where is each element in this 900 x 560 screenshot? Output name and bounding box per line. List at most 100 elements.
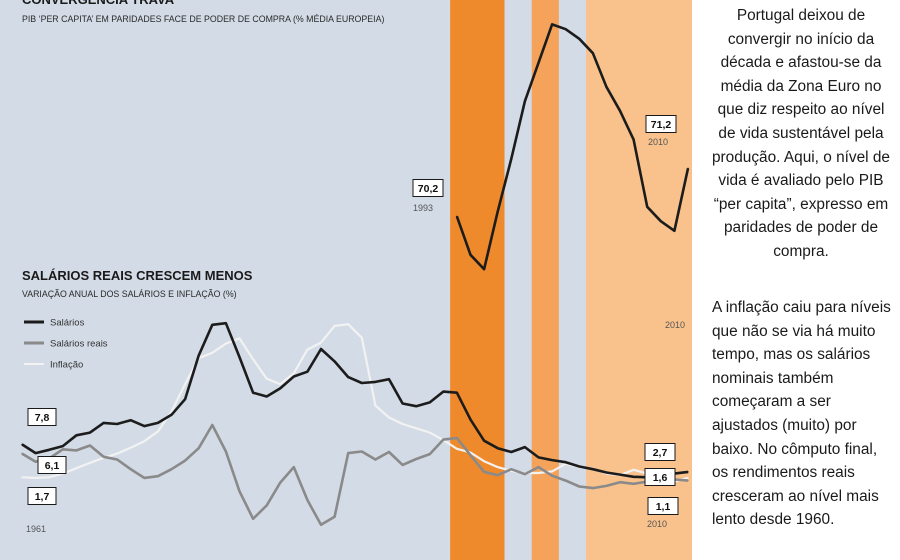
salarios-point-2005 <box>619 473 621 476</box>
pib-point-2002 <box>578 38 581 40</box>
salarios-point-1975 <box>211 324 213 326</box>
pib-point-2009 <box>673 230 676 232</box>
pib-point-2008 <box>660 220 662 222</box>
inflacao-point-1971 <box>157 430 159 433</box>
inflacao-point-1985 <box>347 323 349 325</box>
highlight-band-2 <box>531 0 559 560</box>
pib-chart-subtitle: PIB ‘PER CAPITA’ EM PARIDADES FACE DE PO… <box>22 14 384 24</box>
pib-year-start: 1993 <box>413 203 433 213</box>
salarios-reais-point-1980 <box>279 482 281 484</box>
salarios-reais-point-1964 <box>62 448 64 450</box>
inflacao-point-1975 <box>211 352 213 354</box>
salarios-reais-point-1969 <box>130 468 132 470</box>
inflacao-point-1993 <box>456 448 458 450</box>
salarios-reais-point-1977 <box>238 490 241 492</box>
wages-chart-subtitle: VARIAÇÃO ANUAL DOS SALÁRIOS E INFLAÇÃO (… <box>22 289 237 299</box>
band-year-label: 2010 <box>665 320 685 330</box>
salarios-point-1991 <box>429 401 431 404</box>
text-paragraph-convergence: Portugal deixou de convergir no início d… <box>712 7 890 260</box>
inflacao-point-1966 <box>89 462 91 464</box>
pib-point-1996 <box>496 210 499 213</box>
salarios-reais-point-1987 <box>374 458 377 461</box>
salarios-reais-point-1974 <box>198 447 200 449</box>
salarios-reais-point-1966 <box>89 444 91 447</box>
salarios-reais-point-1983 <box>320 524 322 526</box>
salarios-point-1974 <box>198 354 200 357</box>
salarios-reais-point-1972 <box>170 468 173 470</box>
salarios-point-1997 <box>510 451 512 453</box>
salarios-reais-point-1961 <box>21 452 23 455</box>
salarios-reais-point-2006 <box>632 483 635 485</box>
legend-label-1: Salários reais <box>50 339 108 350</box>
inflacao-point-1996 <box>497 466 499 468</box>
pib-point-2010 <box>687 167 689 170</box>
salarios-reais-point-1990 <box>415 458 417 460</box>
salarios-reais-label-start: 6,1 <box>37 456 67 474</box>
salarios-point-1961 <box>21 443 23 446</box>
salarios-reais-label-start-box <box>37 456 67 474</box>
salarios-reais-point-1995 <box>483 471 485 473</box>
highlight-band-3 <box>586 0 692 560</box>
charts-svg: CONVERGÊNCIA TRAVA PIB ‘PER CAPITA’ EM PA… <box>21 0 692 560</box>
salarios-label-start: 7,8 <box>27 408 57 426</box>
salarios-point-1972 <box>170 414 173 416</box>
salarios-reais-point-2004 <box>605 485 608 487</box>
salarios-label-end-text: 2,7 <box>653 447 668 459</box>
salarios-point-1969 <box>130 419 132 421</box>
pib-point-1993 <box>456 215 458 218</box>
text-column: Portugal deixou de convergir no início d… <box>700 0 895 560</box>
pib-point-2006 <box>632 138 635 141</box>
salarios-point-1981 <box>293 375 295 378</box>
pib-label-end-box <box>645 115 677 133</box>
pib-point-2004 <box>605 86 608 88</box>
salarios-reais-point-1989 <box>401 464 404 466</box>
salarios-point-1967 <box>102 422 105 424</box>
salarios-point-1999 <box>537 456 540 459</box>
salarios-reais-point-1986 <box>361 450 363 453</box>
inflacao-label-start-text: 1,7 <box>35 491 50 503</box>
salarios-reais-point-1965 <box>75 449 78 452</box>
wages-chart-title: SALÁRIOS REAIS CRESCEM MENOS <box>22 268 253 283</box>
pib-point-2003 <box>592 52 594 54</box>
inflacao-point-1990 <box>415 427 417 429</box>
inflacao-point-1991 <box>429 431 431 434</box>
salarios-point-1982 <box>306 371 309 373</box>
pib-point-2007 <box>646 206 648 208</box>
pib-year-end: 2010 <box>648 137 668 147</box>
salarios-reais-point-1997 <box>510 468 512 470</box>
inflacao-label-start-box <box>27 487 57 505</box>
inflacao-point-1987 <box>374 404 377 407</box>
salarios-point-1983 <box>320 348 322 350</box>
salarios-reais-point-1976 <box>225 450 227 453</box>
salarios-reais-point-2002 <box>578 485 580 488</box>
salarios-reais-label-end: 1,1 <box>647 497 679 515</box>
inflacao-point-1977 <box>238 337 241 339</box>
salarios-point-1965 <box>75 434 78 436</box>
salarios-reais-point-1968 <box>116 458 118 461</box>
salarios-point-2000 <box>551 459 553 461</box>
salarios-point-1968 <box>116 423 118 425</box>
inflacao-point-1986 <box>361 337 363 339</box>
text-paragraph-wages: A inflação caiu para níveis que não se v… <box>712 299 891 529</box>
inflacao-point-1979 <box>266 378 268 380</box>
salarios-point-2003 <box>592 468 594 470</box>
inflacao-label-end-box <box>644 468 676 486</box>
salarios-reais-point-2001 <box>565 479 567 482</box>
inflacao-label-start: 1,7 <box>27 487 57 505</box>
salarios-reais-point-1973 <box>184 459 186 462</box>
salarios-point-1988 <box>388 378 390 380</box>
salarios-point-1992 <box>442 390 444 393</box>
salarios-point-1987 <box>374 381 377 383</box>
salarios-point-1963 <box>48 449 50 451</box>
salarios-point-1978 <box>252 392 254 394</box>
salarios-reais-point-1971 <box>157 475 159 477</box>
inflacao-point-1962 <box>34 477 37 479</box>
salarios-line <box>21 321 689 479</box>
chart-panel: CONVERGÊNCIA TRAVA PIB ‘PER CAPITA’ EM PA… <box>0 0 692 560</box>
inflacao-point-1973 <box>184 383 186 385</box>
salarios-point-1970 <box>143 425 145 427</box>
pib-label-start-box <box>412 179 444 197</box>
pib-label-start-text: 70,2 <box>418 183 439 195</box>
salarios-point-1973 <box>184 398 186 400</box>
inflacao-label-end-text: 1,6 <box>653 472 668 484</box>
